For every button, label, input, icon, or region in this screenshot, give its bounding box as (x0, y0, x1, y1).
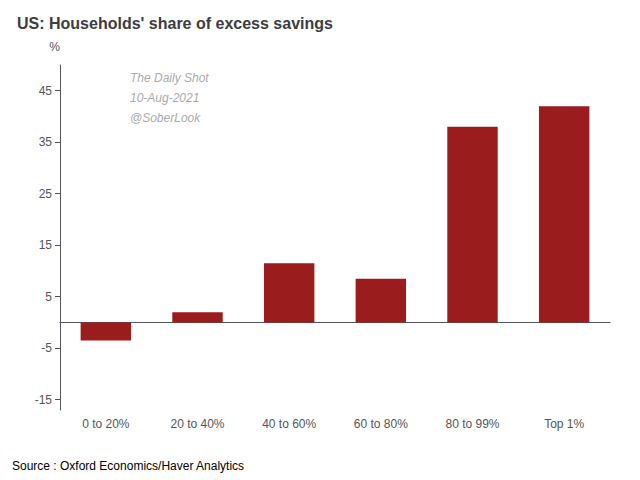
svg-text:-5: -5 (41, 341, 52, 355)
svg-text:-15: -15 (35, 393, 53, 407)
svg-text:Source : Oxford Economics/Have: Source : Oxford Economics/Haver Analytic… (12, 459, 244, 473)
svg-text:10-Aug-2021: 10-Aug-2021 (130, 91, 199, 105)
svg-text:US: Households' share of exces: US: Households' share of excess savings (17, 15, 333, 32)
svg-text:0 to 20%: 0 to 20% (82, 417, 130, 431)
svg-text:15: 15 (39, 238, 53, 252)
svg-text:@SoberLook: @SoberLook (130, 111, 201, 125)
svg-text:25: 25 (39, 187, 53, 201)
svg-text:35: 35 (39, 135, 53, 149)
svg-text:80 to 99%: 80 to 99% (445, 417, 499, 431)
svg-text:20 to 40%: 20 to 40% (170, 417, 224, 431)
svg-text:%: % (49, 40, 60, 54)
svg-text:60 to 80%: 60 to 80% (354, 417, 408, 431)
svg-text:40 to 60%: 40 to 60% (262, 417, 316, 431)
svg-text:5: 5 (45, 290, 52, 304)
svg-text:45: 45 (39, 84, 53, 98)
svg-text:Top 1%: Top 1% (544, 417, 584, 431)
svg-text:The Daily Shot: The Daily Shot (130, 71, 209, 85)
